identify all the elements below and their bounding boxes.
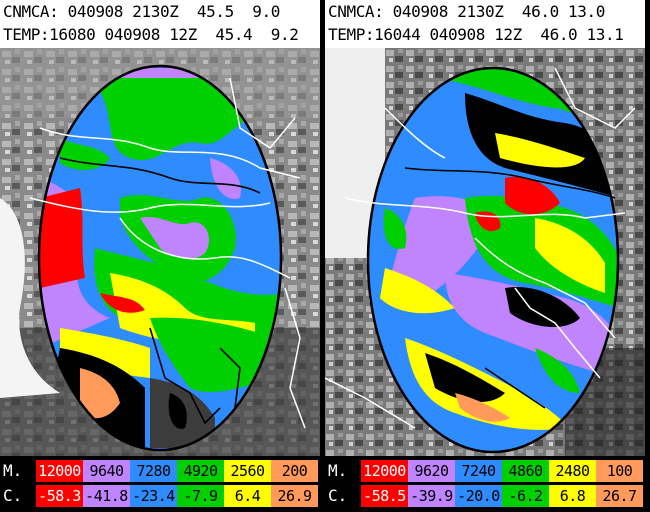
right-m-cell-5: 100 <box>596 460 643 482</box>
left-satellite-image <box>0 48 320 456</box>
left-header-line1: CNMCA: 040908 2130Z 45.5 9.0 <box>3 2 280 21</box>
left-m-cell-3: 4920 <box>177 460 224 482</box>
left-header-line2: TEMP:16080 040908 12Z 45.4 9.2 <box>3 25 299 44</box>
right-c-cell-1: -39.9 <box>408 485 455 507</box>
panel-divider <box>320 0 325 512</box>
right-c-cell-0: -58.5 <box>361 485 408 507</box>
right-m-cell-4: 2480 <box>549 460 596 482</box>
left-c-cell-4: 6.4 <box>224 485 271 507</box>
left-m-cell-1: 9640 <box>83 460 130 482</box>
left-m-cell-0: 12000 <box>36 460 83 482</box>
right-panel: CNMCA: 040908 2130Z 46.0 13.0 TEMP:16044… <box>325 0 645 512</box>
left-c-cell-3: -7.9 <box>177 485 224 507</box>
left-c-cell-0: -58.3 <box>36 485 83 507</box>
right-satellite-image <box>325 48 645 456</box>
right-header-line1: CNMCA: 040908 2130Z 46.0 13.0 <box>328 2 605 21</box>
right-c-cell-3: -6.2 <box>502 485 549 507</box>
right-header-line2: TEMP:16044 040908 12Z 46.0 13.1 <box>328 25 624 44</box>
right-m-cell-1: 9620 <box>408 460 455 482</box>
right-legend-m-row: M. 12000 9620 7240 4860 2480 100 <box>325 459 645 483</box>
left-panel: CNMCA: 040908 2130Z 45.5 9.0 TEMP:16080 … <box>0 0 320 512</box>
right-c-cell-4: 6.8 <box>549 485 596 507</box>
right-m-cell-3: 4860 <box>502 460 549 482</box>
left-c-label: C. <box>3 486 23 505</box>
left-c-cell-5: 26.9 <box>271 485 318 507</box>
left-legend-m-row: M. 12000 9640 7280 4920 2560 200 <box>0 459 320 483</box>
left-c-cell-1: -41.8 <box>83 485 130 507</box>
right-c-cell-2: -20.0 <box>455 485 502 507</box>
left-c-cell-2: -23.4 <box>130 485 177 507</box>
right-m-cell-0: 12000 <box>361 460 408 482</box>
left-m-cell-2: 7280 <box>130 460 177 482</box>
right-c-cell-5: 26.7 <box>596 485 643 507</box>
right-m-label: M. <box>328 461 348 480</box>
right-legend-c-row: C. -58.5 -39.9 -20.0 -6.2 6.8 26.7 <box>325 484 645 508</box>
left-m-cell-5: 200 <box>271 460 318 482</box>
right-c-label: C. <box>328 486 348 505</box>
right-legend: M. 12000 9620 7240 4860 2480 100 C. -58.… <box>325 456 645 512</box>
left-header: CNMCA: 040908 2130Z 45.5 9.0 TEMP:16080 … <box>0 0 320 48</box>
right-header: CNMCA: 040908 2130Z 46.0 13.0 TEMP:16044… <box>325 0 645 48</box>
left-m-cell-4: 2560 <box>224 460 271 482</box>
right-m-cell-2: 7240 <box>455 460 502 482</box>
left-m-label: M. <box>3 461 23 480</box>
left-legend: M. 12000 9640 7280 4920 2560 200 C. -58.… <box>0 456 320 512</box>
left-legend-c-row: C. -58.3 -41.8 -23.4 -7.9 6.4 26.9 <box>0 484 320 508</box>
